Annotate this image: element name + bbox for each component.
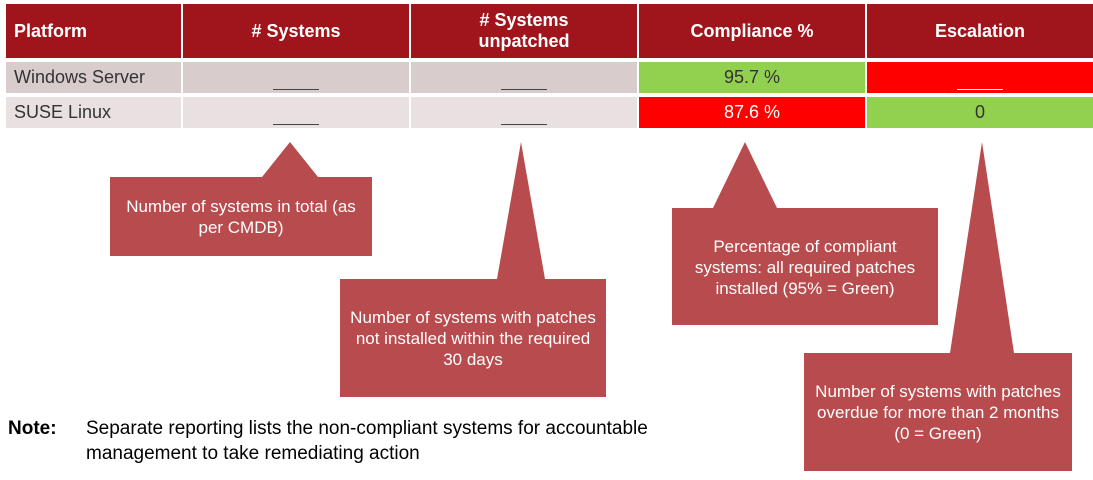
callout-compliance-text: Percentage of compliant systems: all req…	[694, 236, 916, 298]
blank-field	[957, 75, 1003, 90]
callout-unpatched-shape	[340, 142, 606, 397]
note-label: Note:	[8, 418, 57, 439]
callout-escalation-shape	[804, 142, 1072, 471]
blank-field	[273, 110, 319, 125]
header-unpatched: # Systems unpatched	[411, 4, 637, 58]
row1-platform: Windows Server	[6, 62, 181, 93]
blank-field	[501, 75, 547, 90]
callout-compliance-shape	[672, 142, 938, 325]
header-escalation: Escalation	[867, 4, 1093, 58]
blank-field	[273, 75, 319, 90]
row1-systems	[183, 62, 409, 93]
row1-escalation	[867, 62, 1093, 93]
callout-systems-text: Number of systems in total (as per CMDB)	[126, 197, 356, 237]
row1-compliance: 95.7 %	[639, 62, 865, 93]
note-text: Separate reporting lists the non-complia…	[86, 418, 648, 464]
row1-unpatched	[411, 62, 637, 93]
header-compliance: Compliance %	[639, 4, 865, 58]
blank-field	[501, 110, 547, 125]
header-systems: # Systems	[183, 4, 409, 58]
callout-systems-shape	[110, 142, 372, 256]
row2-compliance: 87.6 %	[639, 97, 865, 128]
row2-unpatched	[411, 97, 637, 128]
row2-platform: SUSE Linux	[6, 97, 181, 128]
row2-escalation: 0	[867, 97, 1093, 128]
callout-escalation-text: Number of systems with patches overdue f…	[815, 381, 1061, 443]
row2-systems	[183, 97, 409, 128]
header-platform: Platform	[6, 4, 181, 58]
callout-unpatched-text: Number of systems with patches not insta…	[350, 307, 596, 369]
